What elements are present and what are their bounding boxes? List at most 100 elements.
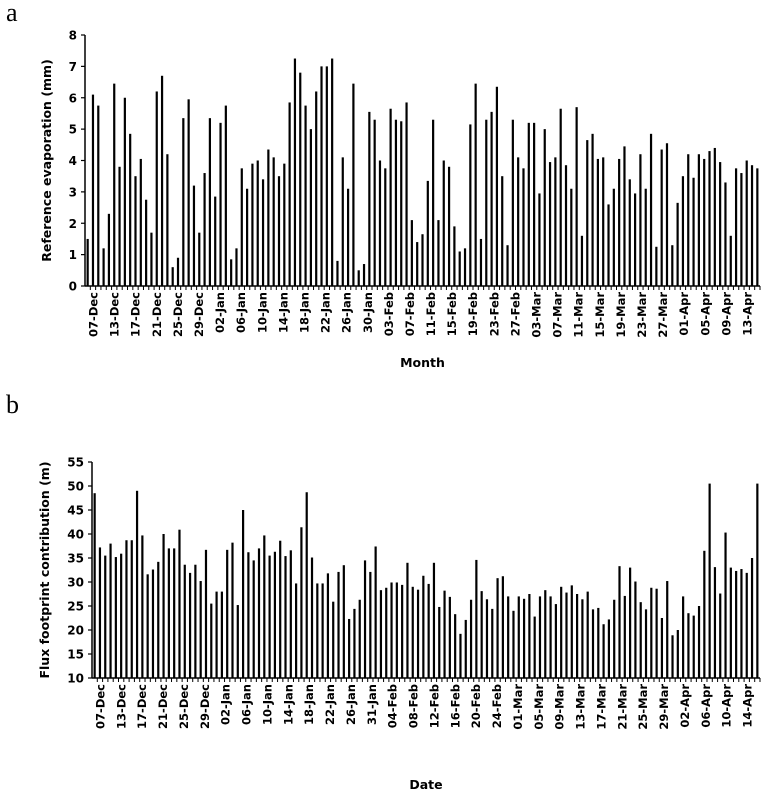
bar bbox=[491, 608, 494, 678]
bar bbox=[469, 124, 472, 286]
bar bbox=[293, 58, 297, 286]
bar bbox=[288, 102, 291, 286]
bar bbox=[666, 581, 669, 678]
bar bbox=[697, 606, 701, 678]
bar bbox=[613, 599, 616, 678]
bar bbox=[517, 157, 520, 286]
bar bbox=[602, 624, 605, 678]
bar bbox=[745, 572, 748, 678]
x-tick-label: 01-Mar bbox=[511, 684, 525, 730]
bar bbox=[97, 105, 100, 286]
bar bbox=[570, 188, 573, 286]
bar bbox=[506, 245, 509, 286]
bar bbox=[204, 549, 208, 678]
x-tick-label: 15-Mar bbox=[593, 292, 607, 338]
bar bbox=[612, 188, 615, 286]
bar bbox=[210, 603, 213, 678]
bar bbox=[146, 574, 149, 678]
bar bbox=[629, 567, 632, 678]
bar bbox=[198, 232, 201, 286]
x-tick-label: 03-Feb bbox=[382, 292, 396, 336]
bar bbox=[713, 147, 716, 286]
bar bbox=[623, 146, 626, 286]
bar bbox=[300, 527, 303, 678]
bar bbox=[422, 575, 425, 678]
bar bbox=[145, 199, 148, 286]
x-tick-label: 11-Feb bbox=[424, 292, 438, 336]
bar bbox=[427, 583, 430, 678]
y-tick-label: 15 bbox=[67, 648, 84, 662]
bar bbox=[591, 133, 594, 286]
x-tick-label: 23-Feb bbox=[487, 292, 501, 336]
y-tick-label: 7 bbox=[69, 60, 77, 74]
bar bbox=[464, 619, 467, 678]
x-tick-label: 16-Feb bbox=[448, 684, 462, 728]
bar bbox=[316, 583, 319, 678]
bar bbox=[352, 83, 355, 286]
bar bbox=[639, 154, 642, 286]
bar bbox=[283, 163, 286, 286]
bar bbox=[272, 157, 275, 286]
x-tick-label: 04-Feb bbox=[386, 684, 400, 728]
bar bbox=[120, 553, 123, 678]
bar bbox=[533, 122, 536, 286]
bar bbox=[570, 585, 573, 678]
bar bbox=[575, 594, 579, 678]
bar bbox=[295, 583, 298, 678]
bar bbox=[183, 564, 186, 678]
y-tick-label: 35 bbox=[67, 552, 84, 566]
bar bbox=[214, 196, 217, 286]
bar bbox=[469, 599, 473, 678]
y-tick-label: 55 bbox=[67, 456, 84, 470]
bar bbox=[220, 591, 223, 678]
bar bbox=[459, 633, 462, 678]
bar bbox=[357, 270, 360, 286]
bar bbox=[724, 532, 727, 678]
bar bbox=[554, 157, 557, 286]
bar bbox=[150, 232, 153, 286]
bar bbox=[385, 587, 388, 678]
x-tick-label: 29-Mar bbox=[657, 684, 671, 730]
bar bbox=[224, 105, 227, 286]
bar bbox=[671, 635, 674, 678]
bar bbox=[346, 188, 350, 286]
bar bbox=[176, 257, 180, 286]
bar bbox=[586, 591, 589, 678]
bar bbox=[219, 122, 222, 286]
bar bbox=[438, 606, 441, 678]
bar bbox=[241, 510, 245, 678]
x-tick-label: 24-Feb bbox=[490, 684, 504, 728]
x-tick-label: 10-Jan bbox=[255, 292, 269, 333]
x-tick-label: 21-Mar bbox=[615, 684, 629, 730]
bar bbox=[618, 566, 621, 678]
y-tick-label: 2 bbox=[69, 217, 77, 231]
bar bbox=[734, 168, 738, 286]
bar bbox=[171, 267, 174, 286]
bar bbox=[480, 591, 483, 678]
bar bbox=[203, 173, 206, 286]
bar bbox=[310, 557, 314, 678]
bar bbox=[188, 572, 192, 678]
bar bbox=[554, 604, 557, 678]
x-tick-label: 12-Feb bbox=[427, 684, 441, 728]
bar bbox=[479, 238, 483, 286]
x-tick-label: 25-Mar bbox=[636, 684, 650, 730]
bar bbox=[390, 582, 393, 678]
bar bbox=[151, 569, 155, 678]
bar bbox=[735, 570, 738, 678]
bar bbox=[91, 94, 95, 286]
flux-footprint-bar-chart: 10 15 20 25 30 35 40 45 50 55 07-Dec 13-Dec 17-Dec 21… bbox=[37, 456, 761, 792]
bar bbox=[215, 591, 218, 678]
bar bbox=[511, 119, 514, 287]
x-tick-label: 18-Jan bbox=[302, 684, 316, 725]
bar bbox=[453, 226, 456, 286]
x-tick-label: 07-Feb bbox=[403, 292, 417, 336]
bar bbox=[416, 242, 419, 286]
x-tick-label: 30-Jan bbox=[361, 292, 375, 333]
x-tick-label: 21-Dec bbox=[150, 292, 164, 337]
bar bbox=[230, 259, 233, 286]
x-tick-label: 19-Feb bbox=[466, 292, 480, 336]
bar bbox=[362, 264, 366, 286]
bar bbox=[740, 173, 743, 286]
bar bbox=[454, 614, 457, 678]
